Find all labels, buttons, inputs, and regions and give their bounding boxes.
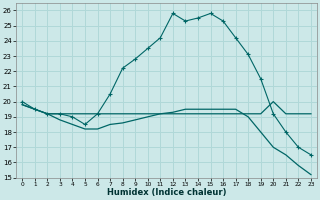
X-axis label: Humidex (Indice chaleur): Humidex (Indice chaleur) bbox=[107, 188, 226, 197]
